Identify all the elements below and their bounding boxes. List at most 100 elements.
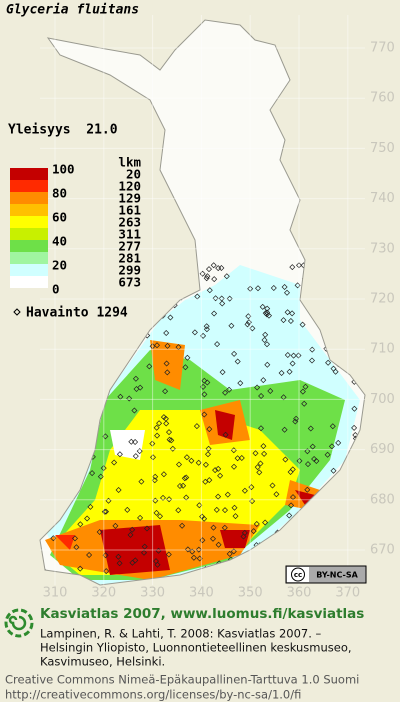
observation-marker: [260, 377, 267, 384]
observation-marker: [110, 323, 117, 330]
observation-marker: [326, 327, 333, 334]
legend-swatch: [10, 228, 48, 240]
observation-marker: [307, 425, 314, 432]
observation-marker: [302, 383, 309, 390]
observation-marker: [221, 524, 228, 531]
observation-marker: [257, 460, 264, 467]
observation-marker: [132, 375, 139, 382]
observation-marker: [222, 389, 229, 396]
observation-marker: [61, 485, 68, 492]
north-label: 760: [370, 91, 395, 106]
observation-marker: [196, 502, 203, 509]
legend-scale-label: 80: [52, 186, 67, 201]
observation-marker: [287, 318, 294, 324]
observation-marker: [231, 504, 238, 511]
observation-marker: [98, 403, 105, 410]
observation-marker: [206, 477, 213, 484]
observation-marker: [264, 341, 270, 348]
legend-swatch: [10, 168, 48, 180]
observation-marker: [40, 481, 46, 488]
observation-marker: [139, 314, 146, 321]
observation-marker: [76, 472, 83, 479]
observation-marker: [264, 305, 271, 312]
observation-marker: [351, 424, 358, 431]
observation-marker: [206, 287, 213, 294]
observation-marker: [222, 507, 228, 514]
observation-marker: [183, 454, 190, 461]
observation-marker: [49, 437, 55, 444]
observation-marker: [260, 443, 267, 450]
observation-marker: [129, 526, 136, 533]
observation-marker: [50, 535, 57, 542]
legend-scale-label: 40: [52, 234, 67, 249]
north-label: 710: [370, 342, 395, 357]
observation-marker: [271, 559, 278, 565]
observation-marker: [191, 329, 198, 336]
observation-marker: [294, 282, 301, 289]
observation-marker: [226, 550, 233, 557]
legend-swatch: [10, 264, 48, 276]
observation-marker: [145, 303, 152, 310]
observation-marker: [89, 358, 96, 365]
observation-marker: [245, 313, 252, 320]
observation-marker: [305, 284, 311, 291]
observation-marker: [91, 338, 98, 344]
observation-marker: [293, 415, 300, 422]
observation-marker: [255, 285, 261, 292]
observation-marker: [241, 529, 248, 536]
observation-marker: [103, 568, 110, 575]
north-label: 740: [370, 191, 395, 206]
observation-marker: [176, 461, 182, 468]
observation-marker: [77, 425, 84, 432]
legend-count: 277: [118, 239, 141, 254]
observation-marker: [116, 451, 123, 458]
observation-marker: [352, 510, 359, 517]
observation-marker: [48, 455, 55, 462]
observation-marker: [282, 456, 289, 463]
legend-swatch: [10, 180, 48, 192]
observation-marker: [100, 465, 107, 472]
frequency: Yleisyys 21.0: [8, 123, 118, 138]
observation-marker: [103, 366, 110, 373]
observation-marker: [94, 281, 101, 288]
observation-marker: [211, 310, 218, 317]
observation-marker: [63, 487, 70, 494]
observation-marker: [338, 333, 345, 340]
observation-marker: [234, 358, 241, 365]
observation-marker: [45, 392, 52, 399]
observation-marker: [290, 494, 296, 501]
observation-marker: [153, 424, 160, 431]
observation-marker: [92, 364, 99, 370]
observations-count: Havainto 1294: [26, 306, 128, 321]
observation-marker: [351, 405, 358, 412]
legend-count: 281: [118, 251, 141, 266]
observation-marker: [84, 422, 91, 429]
observation-marker: [231, 350, 238, 357]
observation-marker: [123, 336, 129, 343]
observation-marker: [329, 540, 336, 547]
observation-marker: [129, 298, 136, 305]
observation-marker: [332, 353, 339, 360]
observation-marker: [62, 358, 69, 365]
observation-marker: [338, 542, 345, 549]
observation-marker: [81, 578, 88, 585]
observation-marker: [99, 356, 106, 363]
observation-marker: [350, 462, 357, 469]
observation-marker: [137, 320, 144, 327]
observation-marker: [150, 454, 156, 461]
observation-marker: [179, 280, 186, 287]
observation-marker: [226, 295, 233, 302]
observation-marker: [256, 469, 263, 476]
observation-marker: [96, 383, 103, 390]
observation-marker: [301, 400, 308, 407]
observation-marker: [289, 264, 296, 271]
observation-marker: [154, 432, 161, 439]
observation-marker: [316, 549, 323, 556]
badge-symbol: cc: [294, 571, 302, 579]
observation-marker: [212, 295, 219, 302]
observation-marker: [88, 324, 95, 331]
observation-marker: [141, 549, 147, 556]
observation-marker: [223, 273, 230, 280]
observation-marker: [146, 363, 153, 370]
